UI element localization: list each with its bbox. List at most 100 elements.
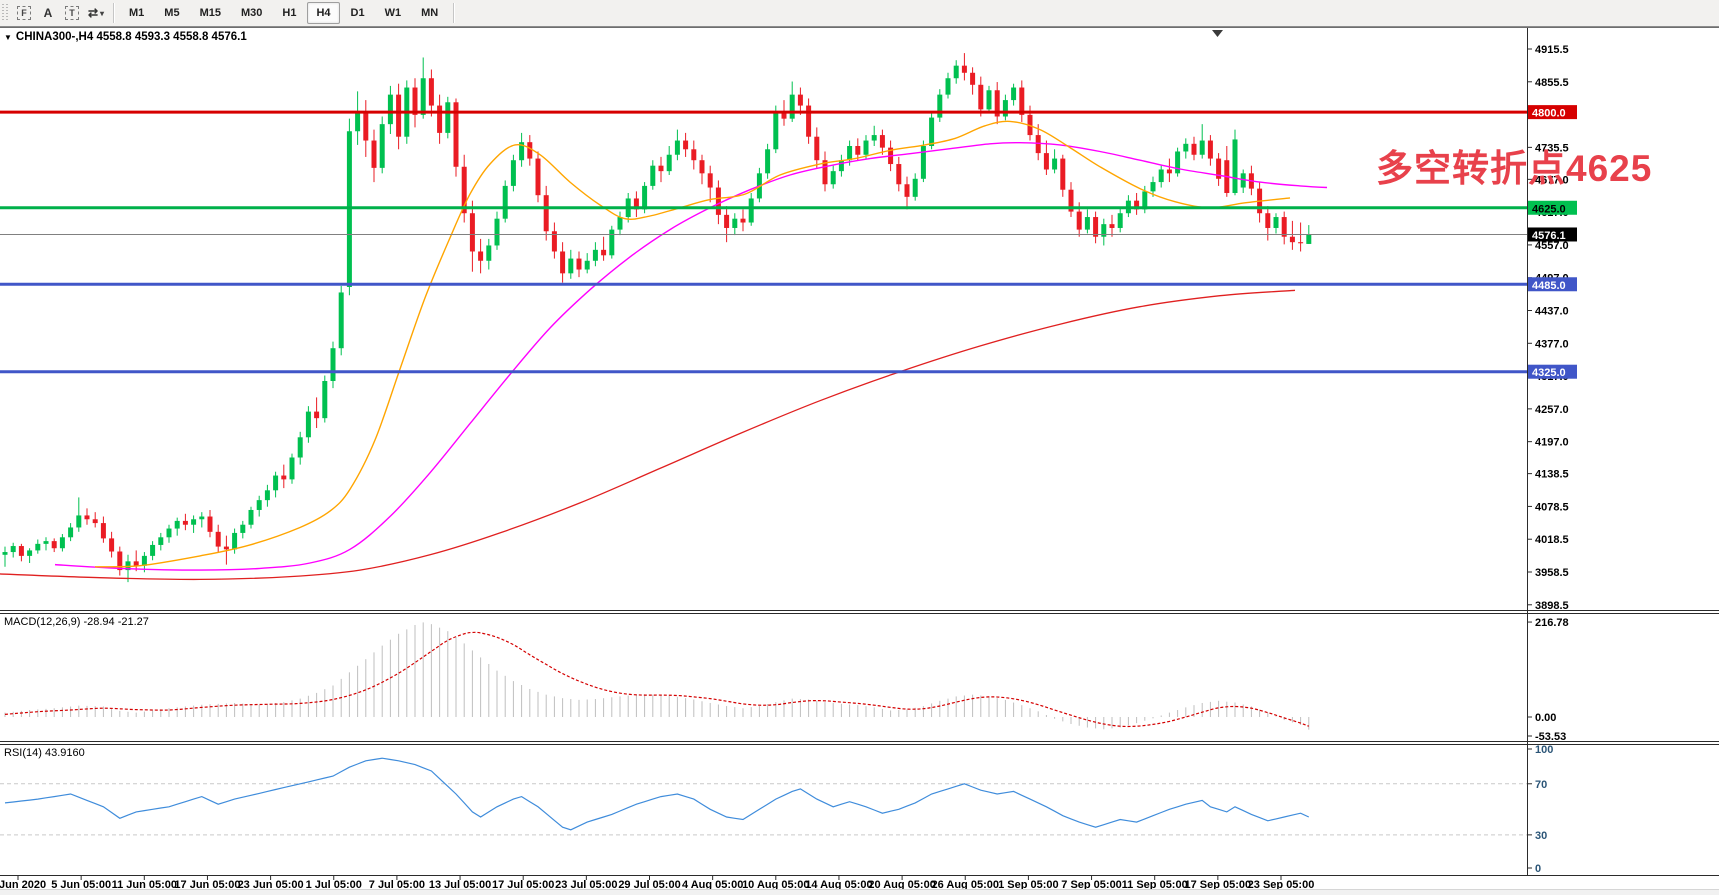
bull-candle [305, 411, 311, 438]
timeframe-button-w1[interactable]: W1 [384, 7, 402, 19]
bull-candle [445, 102, 451, 133]
bull-candle [1199, 140, 1205, 155]
bull-candle [1306, 234, 1312, 244]
bull-candle [666, 154, 672, 172]
rsi-indicator-label: RSI(14) 43.9160 [4, 747, 85, 759]
price-tick-label: 4735.5 [1535, 142, 1569, 154]
timeframe-button-mn[interactable]: MN [421, 7, 439, 19]
timeframe-button-m30[interactable]: M30 [240, 7, 263, 19]
price-badge-label: 4325.0 [1532, 367, 1566, 379]
rsi-tick-label: 30 [1535, 830, 1547, 842]
bear-candle [1060, 158, 1066, 190]
bear-candle [576, 258, 582, 270]
time-tick-label: 7 Jul 05:00 [369, 879, 425, 891]
bear-candle [1191, 143, 1197, 155]
bull-candle [494, 218, 500, 246]
bear-candle [814, 136, 820, 161]
rsi-tick-label: 100 [1535, 744, 1553, 756]
bull-candle [2, 552, 8, 555]
macd-tick-label: 216.78 [1535, 617, 1569, 629]
bear-candle [1166, 169, 1172, 174]
bull-candle [486, 245, 492, 261]
chart-title[interactable]: ▼ CHINA300-,H4 4558.8 4593.3 4558.8 4576… [4, 31, 247, 43]
rsi-line [4, 757, 1310, 831]
bear-candle [51, 541, 57, 549]
cycle-glyph: ⇄ [87, 6, 99, 20]
bear-candle [223, 546, 229, 550]
price-badge-4485.0 [1528, 277, 1577, 292]
cycle-arrows-icon[interactable]: ⇄ ▾ [85, 2, 107, 24]
indicator-list-icon[interactable]: F [13, 2, 35, 24]
time-tick-label: 17 Jun 05:00 [174, 879, 240, 891]
chart-shift-marker-icon[interactable] [1212, 30, 1223, 37]
time-tick-label: 29 Jul 05:00 [618, 879, 680, 891]
chevron-down-icon: ▾ [100, 8, 105, 18]
rsi-tick-label: 70 [1535, 779, 1547, 791]
ma-slow-red-line [0, 289, 1296, 581]
bull-candle [232, 532, 238, 550]
bear-candle [133, 561, 139, 566]
toolbar: F A T ⇄ ▾ M1 M5 M15 M30 H1 H4 D1 W1 MN [0, 0, 1719, 27]
bear-candle [543, 195, 549, 232]
bull-candle [871, 135, 877, 141]
timeframe-button-d1[interactable]: D1 [350, 7, 365, 19]
bear-candle [806, 105, 812, 137]
bear-candle [109, 538, 115, 552]
toolbar-grip[interactable] [2, 4, 9, 22]
bull-candle [150, 544, 156, 556]
bear-candle [396, 94, 402, 137]
bear-candle [18, 546, 24, 556]
bear-candle [469, 213, 475, 252]
price-badge-label: 4576.1 [1532, 230, 1566, 242]
symbol-dropdown-icon[interactable]: ▼ [4, 32, 12, 42]
bull-candle [76, 515, 82, 528]
bear-candle [1076, 211, 1082, 230]
time-tick-label: 10 Aug 05:00 [742, 879, 809, 891]
bull-candle [986, 90, 992, 110]
bull-candle [863, 140, 869, 155]
bear-candle [1216, 158, 1222, 179]
bull-candle [584, 260, 590, 270]
bull-candle [592, 249, 598, 261]
bull-candle [330, 348, 336, 381]
bull-candle [1011, 87, 1017, 101]
bull-candle [256, 500, 262, 510]
bear-candle [182, 520, 188, 525]
insert-text-icon[interactable]: T [61, 2, 83, 24]
price-tick-label: 4915.5 [1535, 44, 1569, 56]
bull-candle [10, 546, 16, 553]
bear-candle [699, 160, 705, 174]
timeframe-button-m1[interactable]: M1 [129, 7, 145, 19]
bear-candle [314, 411, 320, 419]
bear-candle [1298, 242, 1304, 244]
macd-tick-label: 0.00 [1535, 712, 1556, 724]
bull-candle [674, 140, 680, 155]
bull-candle [953, 65, 959, 79]
bear-candle [781, 113, 787, 119]
bear-candle [371, 140, 377, 168]
bear-candle [100, 523, 106, 539]
time-tick-label: 26 Aug 05:00 [932, 879, 999, 891]
time-tick-label: 23 Sep 05:00 [1248, 879, 1315, 891]
timeframe-button-m5[interactable]: M5 [164, 7, 180, 19]
bear-candle [428, 78, 434, 106]
time-tick-label: 7 Sep 05:00 [1061, 879, 1122, 891]
price-badge-4576.1 [1528, 227, 1577, 242]
time-tick-label: 11 Jun 05:00 [112, 879, 177, 891]
time-tick-label: 5 Jun 05:00 [51, 879, 111, 891]
timeframe-button-m15[interactable]: M15 [199, 7, 221, 19]
bull-candle [830, 171, 836, 185]
bull-candle [1232, 139, 1238, 194]
insert-label-icon[interactable]: A [37, 2, 59, 24]
time-tick-label: 13 Jul 05:00 [429, 879, 491, 891]
bear-candle [970, 72, 976, 85]
timeframe-button-h1[interactable]: H1 [282, 7, 297, 19]
timeframe-button-h4[interactable]: H4 [307, 2, 340, 24]
bull-candle [166, 528, 172, 538]
time-tick-label: 17 Jul 05:00 [492, 879, 554, 891]
bear-candle [1207, 140, 1213, 159]
bull-candle [1150, 182, 1156, 192]
time-tick-label: 1 Sep 05:00 [998, 879, 1059, 891]
bull-candle [920, 146, 926, 179]
